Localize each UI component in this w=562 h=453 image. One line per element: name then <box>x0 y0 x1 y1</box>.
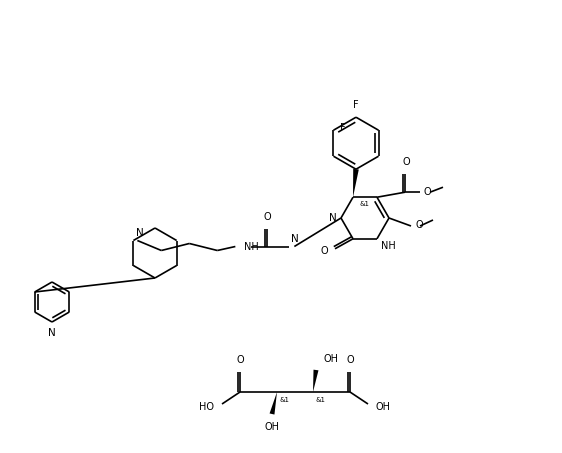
Text: F: F <box>341 123 346 133</box>
Text: N: N <box>137 227 144 237</box>
Text: O: O <box>402 157 410 167</box>
Text: OH: OH <box>376 402 391 412</box>
Text: O: O <box>415 220 423 230</box>
Text: O: O <box>264 212 271 222</box>
Text: HO: HO <box>199 402 214 412</box>
Text: N: N <box>48 328 56 338</box>
Text: &1: &1 <box>316 397 326 403</box>
Text: F: F <box>353 100 359 110</box>
Text: &1: &1 <box>280 397 290 403</box>
Text: O: O <box>346 355 354 365</box>
Text: O: O <box>236 355 244 365</box>
Text: NH: NH <box>244 241 259 251</box>
Text: OH: OH <box>323 354 338 364</box>
Text: N: N <box>291 235 299 245</box>
Polygon shape <box>353 169 359 197</box>
Polygon shape <box>313 370 319 392</box>
Text: O: O <box>424 187 432 197</box>
Text: NH: NH <box>381 241 396 251</box>
Text: N: N <box>329 213 337 223</box>
Polygon shape <box>270 392 277 414</box>
Text: &1: &1 <box>359 201 369 207</box>
Text: O: O <box>320 246 328 256</box>
Text: OH: OH <box>265 422 279 432</box>
